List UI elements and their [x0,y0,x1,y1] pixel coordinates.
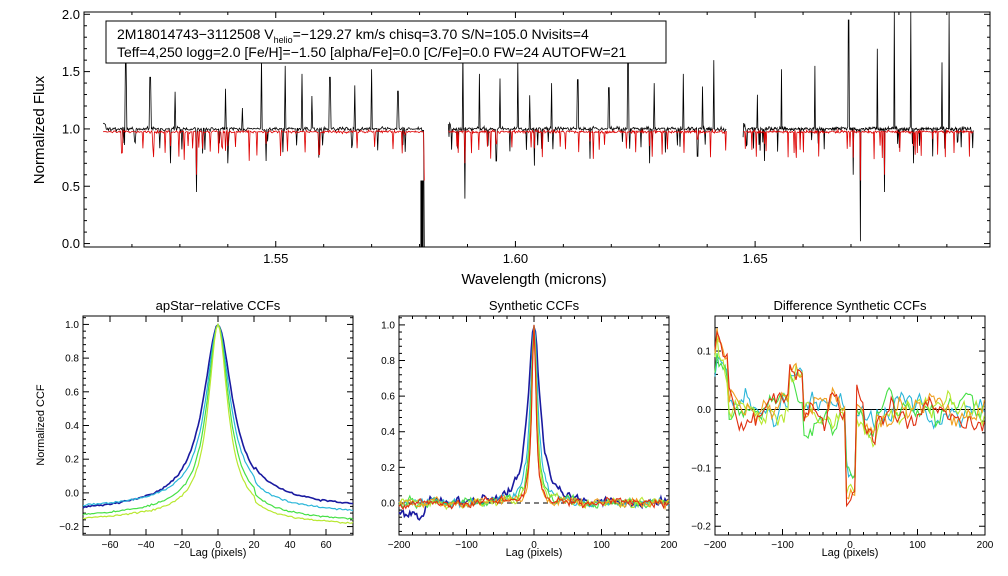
synthetic-ccf-line [398,327,670,510]
synthetic-ccf-title: Synthetic CCFs [489,298,580,313]
apstar-ccf-line [82,323,354,521]
spectrum-info-box: 2M18014743−3112508 Vhelio=−129.27 km/s c… [105,20,667,64]
apstar-ccf-xtick-label: 40 [284,540,296,551]
difference-ccf-ytick-label: 0.1 [697,347,711,358]
synthetic-ccf-ytick-label: 0.8 [381,356,395,367]
apstar-ccf-xtick-label: −40 [138,540,155,551]
difference-ccf-title: Difference Synthetic CCFs [774,298,927,313]
apstar-ccf-frame [82,315,354,536]
apstar-ccf-xtick-label: 0 [215,540,221,551]
synthetic-ccf-xtick-label: −100 [455,540,478,551]
spectrum-model-line [102,128,425,181]
spectrum-axes: 1.55 1.60 1.65 0.0 0.5 1.0 1.5 2.0 [62,7,990,266]
synthetic-ccf-xtick-label: 100 [593,540,610,551]
info-box-frame [105,20,667,64]
difference-ccf-xtick-label: 100 [909,540,926,551]
apstar-ccf-series [82,322,354,524]
apstar-ccf-axes: −60 −40 −20 0 20 40 60 −0.2 0.0 0.2 0.4 0.6 0.8 1.0 [59,316,353,551]
apstar-ccf-ytick-label: 1.0 [65,320,79,331]
difference-ccf-xtick-label: −200 [704,540,727,551]
synthetic-ccf-xtick-label: −200 [388,540,411,551]
difference-ccf-line [714,330,985,508]
info-line-1-subscript: helio [274,35,293,45]
apstar-ccf-panel: apStar−relative CCFs −60 −40 −20 0 20 40 60 −0.… [35,298,354,559]
difference-ccf-panel: Difference Synthetic CCFs −200 −100 0 100 20… [691,298,994,559]
apstar-ccf-xtick-label: 60 [320,540,332,551]
apstar-ccf-xtick-label: −20 [174,540,191,551]
spectrum-ytick-label: 2.0 [62,7,80,22]
synthetic-ccf-ytick-label: 0.6 [381,392,395,403]
difference-ccf-xtick-label: 200 [977,540,994,551]
spectrum-xtick-label: 1.55 [263,251,288,266]
spectrum-ytick-label: 0.5 [62,179,80,194]
spectrum-observed-line [742,11,974,242]
info-line-1-a: 2M18014743−3112508 V [117,26,274,42]
apstar-ccf-ytick-label: 0.0 [65,488,79,499]
apstar-ccf-xlabel: Lag (pixels) [190,547,247,559]
spectrum-xlabel: Wavelength (microns) [461,271,606,288]
apstar-ccf-ytick-label: 0.2 [65,455,79,466]
apstar-ccf-ytick-label: 0.8 [65,354,79,365]
spectrum-xtick-label: 1.60 [503,251,528,266]
spectrum-observed-line [447,48,727,199]
synthetic-ccf-ytick-label: 0.4 [381,427,395,438]
apstar-ccf-xtick-label: 20 [248,540,260,551]
synthetic-ccf-xlabel: Lag (pixels) [506,547,563,559]
spectrum-bad-pixel [420,180,424,247]
difference-ccf-axes: −200 −100 0 100 200 −0.2 −0.1 0.0 0.1 [691,315,994,551]
apstar-ccf-ytick-label: −0.2 [59,522,79,533]
apstar-ccf-title: apStar−relative CCFs [156,298,281,313]
spectrum-ytick-label: 1.5 [62,64,80,79]
spectrum-ylabel: Normalized Flux [31,75,48,184]
difference-ccf-ytick-label: −0.2 [691,522,711,533]
difference-ccf-ytick-label: 0.0 [697,405,711,416]
spectrum-frame [83,11,991,248]
spectrum-panel: 1.55 1.60 1.65 0.0 0.5 1.0 1.5 2.0 2M18014743−3… [31,7,991,288]
apstar-ccf-line [82,323,353,509]
spectrum-ytick-label: 0.0 [62,236,80,251]
synthetic-ccf-xtick-label: 0 [531,540,537,551]
apstar-ccf-ylabel: Normalized CCF [35,384,47,466]
synthetic-ccf-line [398,324,670,511]
apstar-ccf-xtick-label: −60 [102,540,119,551]
synthetic-ccf-series [398,324,670,521]
difference-ccf-line [714,328,985,500]
difference-ccf-ytick-label: −0.1 [691,463,711,474]
apstar-ccf-ytick-label: 0.6 [65,387,79,398]
synthetic-ccf-line [398,324,670,511]
spectrum-model-line [743,128,974,181]
apstar-ccf-line [82,323,354,511]
spectrum-ytick-label: 1.0 [62,121,80,136]
spectrum-observed-line [102,57,425,248]
spectrum-series [102,11,974,248]
spectrum-xtick-label: 1.65 [742,251,767,266]
difference-ccf-xtick-label: 0 [847,540,853,551]
synthetic-ccf-xtick-label: 200 [661,540,678,551]
difference-ccf-line [714,335,985,494]
difference-ccf-xlabel: Lag (pixels) [822,547,879,559]
synthetic-ccf-ytick-label: 1.0 [381,320,395,331]
info-line-1: 2M18014743−3112508 Vhelio=−129.27 km/s c… [117,26,589,45]
difference-ccf-xtick-label: −100 [771,540,794,551]
synthetic-ccf-line [398,324,670,509]
synthetic-ccf-axes: −200 −100 0 100 200 0.0 0.2 0.4 0.6 0.8 1.0 [381,316,678,551]
synthetic-ccf-panel: Synthetic CCFs −200 −100 0 100 200 0.0 0.2 0.4 0… [381,298,678,559]
synthetic-ccf-ytick-label: 0.2 [381,463,395,474]
synthetic-ccf-line [398,327,669,511]
difference-ccf-series [714,328,985,508]
synthetic-ccf-ytick-label: 0.0 [381,498,395,509]
difference-ccf-line [714,356,985,478]
apstar-ccf-line [82,322,354,524]
synthetic-ccf-line [398,324,670,521]
info-line-1-b: =−129.27 km/s chisq=3.70 S/N=105.0 Nvisi… [293,26,589,42]
info-line-2: Teff=4,250 logg=2.0 [Fe/H]=−1.50 [alpha/… [117,44,626,60]
apstar-ccf-ytick-label: 0.4 [65,421,79,432]
spectrum-model-line [448,128,727,164]
